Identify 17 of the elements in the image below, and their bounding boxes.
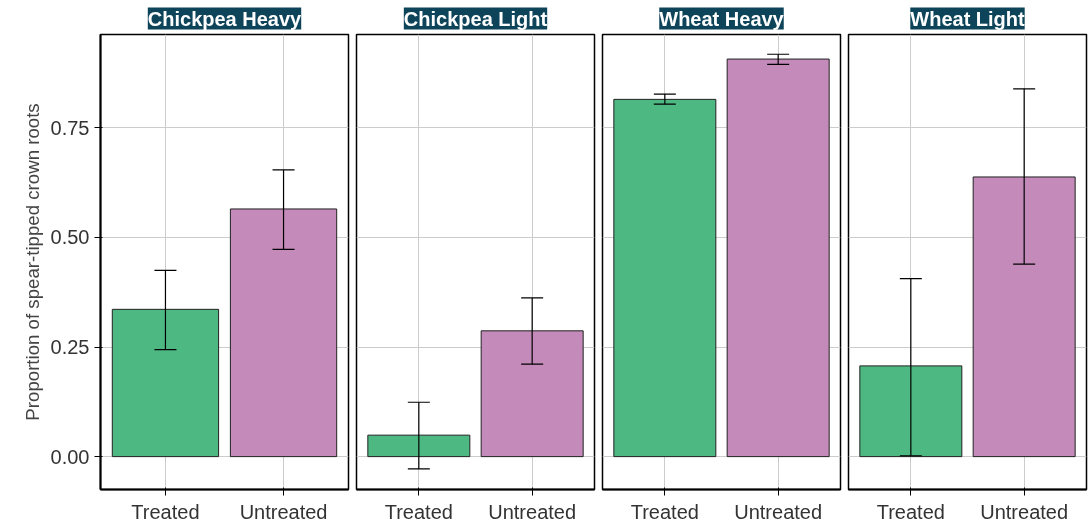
chart-title: Chickpea Light [403,7,548,30]
x-tick-label: Untreated [734,500,823,523]
x-tick-label: Untreated [239,500,328,523]
y-tick-label: 0.00 [50,445,90,468]
x-tick-label: Treated [131,500,200,523]
chart-title: Chickpea Heavy [147,7,303,30]
y-tick-label: 0.50 [50,226,90,249]
y-tick-label: 0.75 [50,116,90,139]
x-tick-label: Untreated [980,500,1069,523]
x-tick-label: Treated [876,500,945,523]
x-tick-label: Treated [630,500,699,523]
x-tick-label: Treated [384,500,453,523]
chart-title: Wheat Heavy [659,7,785,30]
chart-title: Wheat Light [910,7,1026,30]
y-axis-title: Proportion of spear-tipped crown roots [21,103,43,421]
x-tick-label: Untreated [488,500,577,523]
y-tick-label: 0.25 [50,336,90,359]
